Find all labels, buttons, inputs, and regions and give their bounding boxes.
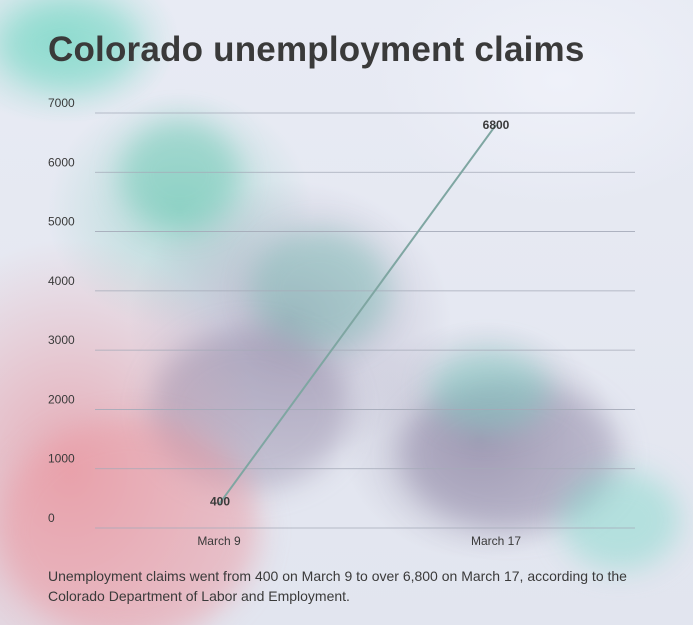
y-tick-label: 1000 <box>48 452 75 466</box>
y-tick-label: 5000 <box>48 215 75 229</box>
series-line <box>218 124 497 505</box>
series-layer <box>218 124 497 505</box>
gridlines <box>95 112 635 529</box>
chart-caption: Unemployment claims went from 400 on Mar… <box>48 568 627 604</box>
background-blob <box>250 230 390 350</box>
x-axis-tick-labels: March 9 March 17 <box>197 534 521 548</box>
y-axis-tick-labels: 0 1000 2000 3000 4000 5000 6000 7000 <box>48 96 75 525</box>
data-label: 6800 <box>483 118 510 132</box>
y-tick-label: 7000 <box>48 96 75 110</box>
background-blob <box>400 380 620 530</box>
background-blob <box>120 120 240 230</box>
y-tick-label: 6000 <box>48 155 75 169</box>
data-labels: 400 6800 <box>210 118 510 508</box>
y-tick-label: 2000 <box>48 392 75 406</box>
x-tick-label: March 17 <box>471 534 521 548</box>
x-tick-label: March 9 <box>197 534 241 548</box>
background-blob <box>0 420 260 625</box>
y-tick-label: 3000 <box>48 333 75 347</box>
chart-title: Colorado unemployment claims <box>48 30 585 69</box>
data-label: 400 <box>210 494 230 508</box>
background-blob <box>0 0 140 90</box>
background-blob <box>560 470 680 570</box>
y-tick-label: 4000 <box>48 274 75 288</box>
background-blob <box>430 350 550 430</box>
y-tick-label: 0 <box>48 511 55 525</box>
